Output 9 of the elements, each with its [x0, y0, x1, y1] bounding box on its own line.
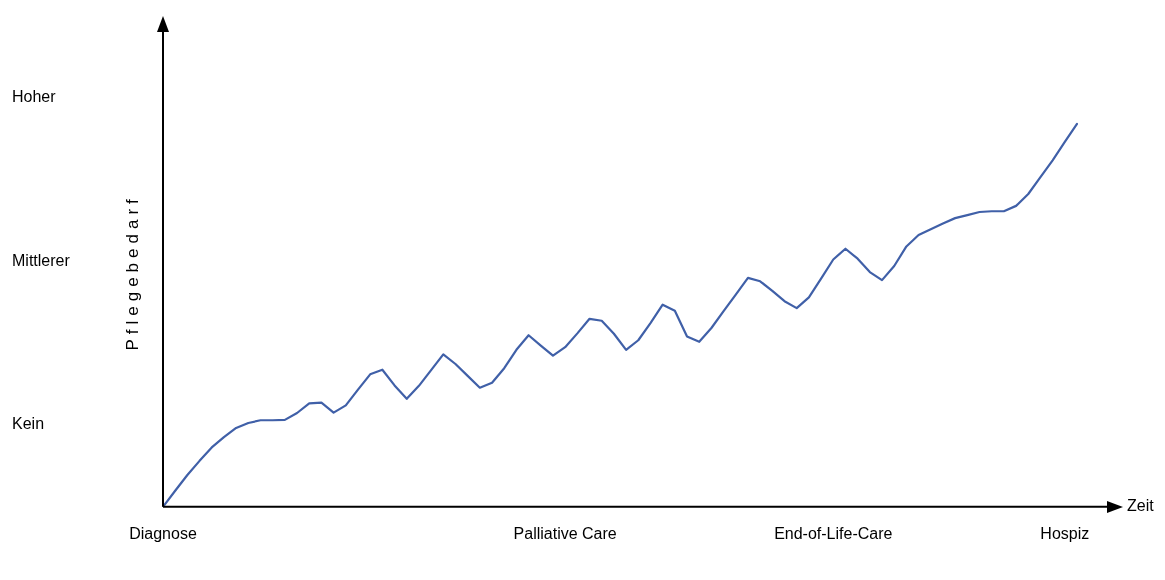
x-axis-title: Zeit — [1127, 497, 1155, 515]
text: Kein — [12, 415, 45, 433]
x-tick-label: Diagnose — [129, 524, 197, 542]
text: Hoher — [12, 88, 57, 106]
x-tick-label: Palliative Care — [513, 524, 617, 542]
y-axis-title: Pflegebedarf — [122, 194, 142, 351]
x-tick-label: End-of-Life-Care — [774, 524, 893, 542]
text: Mittlerer — [12, 251, 71, 269]
x-tick-label: Hospiz — [1040, 524, 1090, 542]
